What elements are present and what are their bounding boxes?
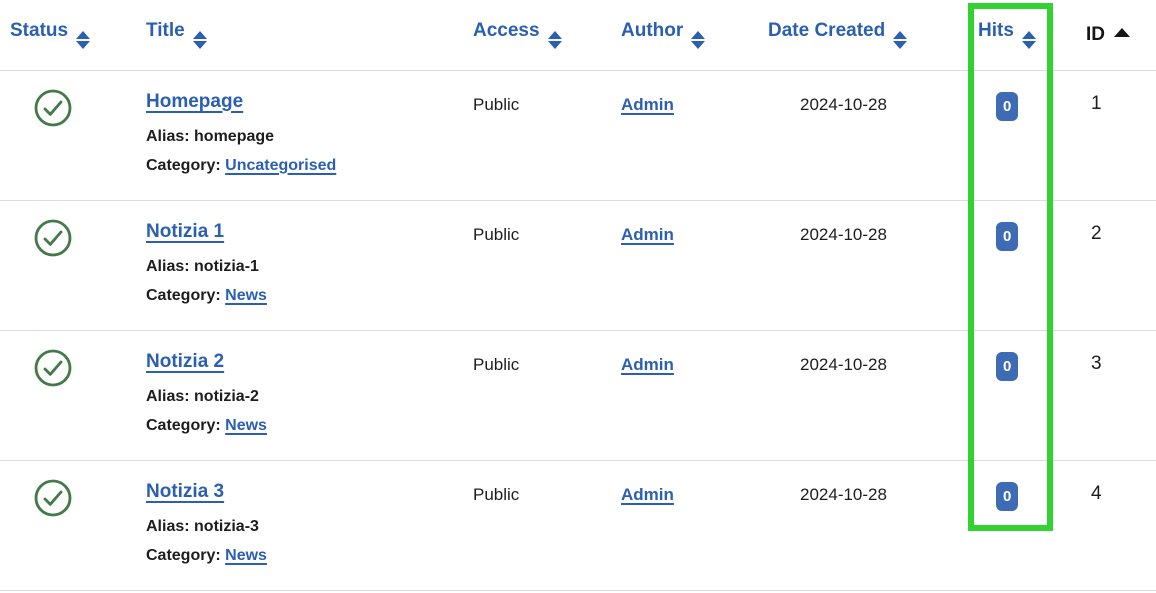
alias-line: Alias: notizia-1 [146, 257, 259, 275]
column-header-label: Date Created [768, 20, 886, 42]
article-title-link[interactable]: Notizia 1 [146, 220, 225, 242]
access-value: Public [473, 460, 621, 591]
column-header-hits[interactable]: Hits [968, 0, 1070, 71]
column-header-label: Author [621, 20, 684, 42]
table-row: Notizia 2 Alias: notizia-2 Category: New… [0, 330, 1156, 461]
sort-icon[interactable] [691, 31, 706, 50]
category-line: Category: News [146, 286, 267, 304]
category-line: Category: News [146, 546, 267, 564]
hits-badge: 0 [996, 351, 1019, 381]
author-link[interactable]: Admin [621, 354, 674, 374]
sort-icon[interactable] [76, 31, 91, 50]
alias-line: Alias: homepage [146, 127, 275, 145]
alias-value: notizia-2 [194, 387, 259, 405]
hits-badge: 0 [996, 221, 1019, 251]
column-header-author[interactable]: Author [621, 0, 768, 71]
table-header-row: Status Title Access Author Date Created … [0, 0, 1156, 71]
id-value: 1 [1070, 70, 1156, 201]
alias-line: Alias: notizia-3 [146, 517, 259, 535]
access-value: Public [473, 330, 621, 461]
sort-icon[interactable] [192, 31, 207, 50]
id-value: 3 [1070, 330, 1156, 461]
date-created-value: 2024-10-28 [768, 460, 968, 591]
table-row: Notizia 1 Alias: notizia-1 Category: New… [0, 200, 1156, 331]
alias-value: notizia-1 [194, 257, 259, 275]
id-value: 2 [1070, 200, 1156, 331]
sort-icon[interactable] [893, 31, 908, 50]
column-header-title[interactable]: Title [146, 0, 473, 71]
access-value: Public [473, 200, 621, 331]
category-link[interactable]: News [225, 546, 267, 564]
published-status-icon[interactable] [33, 348, 73, 393]
date-created-value: 2024-10-28 [768, 330, 968, 461]
hits-badge: 0 [996, 91, 1019, 121]
author-link[interactable]: Admin [621, 484, 674, 504]
column-header-status[interactable]: Status [0, 0, 146, 71]
published-status-icon[interactable] [33, 218, 73, 263]
column-header-label: ID [1086, 23, 1105, 45]
date-created-value: 2024-10-28 [768, 200, 968, 331]
published-status-icon[interactable] [33, 88, 73, 133]
category-line: Category: News [146, 416, 267, 434]
alias-value: notizia-3 [194, 517, 259, 535]
column-header-label: Hits [978, 20, 1014, 42]
hits-badge: 0 [996, 481, 1019, 511]
category-link[interactable]: News [225, 286, 267, 304]
article-title-link[interactable]: Homepage [146, 90, 244, 112]
author-link[interactable]: Admin [621, 224, 674, 244]
category-link[interactable]: News [225, 416, 267, 434]
author-link[interactable]: Admin [621, 94, 674, 114]
column-header-id[interactable]: ID [1070, 0, 1156, 71]
category-line: Category: Uncategorised [146, 156, 337, 174]
alias-value: homepage [194, 127, 275, 145]
sort-icon[interactable] [1021, 31, 1036, 50]
table-row: Homepage Alias: homepage Category: Uncat… [0, 70, 1156, 201]
column-header-label: Status [10, 20, 69, 42]
published-status-icon[interactable] [33, 478, 73, 523]
table-row: Notizia 3 Alias: notizia-3 Category: New… [0, 460, 1156, 591]
access-value: Public [473, 70, 621, 201]
id-value: 4 [1070, 460, 1156, 591]
article-title-link[interactable]: Notizia 2 [146, 350, 225, 372]
date-created-value: 2024-10-28 [768, 70, 968, 201]
category-link[interactable]: Uncategorised [225, 156, 337, 174]
sort-asc-icon [1114, 27, 1130, 37]
sort-icon[interactable] [547, 31, 562, 50]
column-header-access[interactable]: Access [473, 0, 621, 71]
alias-line: Alias: notizia-2 [146, 387, 259, 405]
column-header-date-created[interactable]: Date Created [768, 0, 968, 71]
column-header-label: Access [473, 20, 540, 42]
article-title-link[interactable]: Notizia 3 [146, 480, 225, 502]
column-header-label: Title [146, 20, 185, 42]
